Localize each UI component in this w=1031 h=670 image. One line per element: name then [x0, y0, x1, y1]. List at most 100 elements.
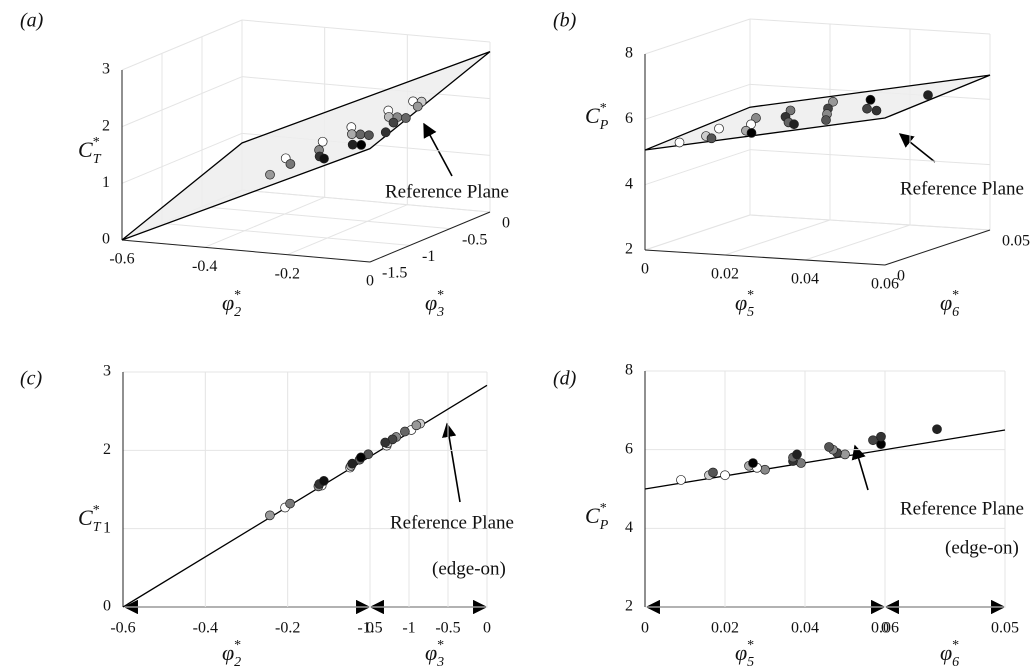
data-point: [785, 105, 796, 116]
data-point: [355, 129, 366, 140]
reference-line: [122, 384, 488, 608]
annotation: Reference Plane: [385, 181, 509, 202]
y-tick-label: 0: [881, 620, 889, 637]
data-point: [751, 113, 761, 123]
x-tick-label: 0.04: [791, 620, 819, 637]
x-axis-label-sub: 5: [747, 655, 754, 670]
z-axis-label-sub: P: [599, 518, 609, 533]
x-tick-label: -0.6: [109, 251, 134, 268]
data-point: [674, 137, 685, 148]
grid-line: [161, 222, 411, 246]
y-axis-label-base: φ: [425, 290, 437, 315]
x-axis: [121, 239, 371, 263]
panel-label: (c): [20, 368, 43, 390]
y-axis-label-sup: *: [952, 288, 959, 303]
z-axis-label: C* T: [78, 135, 102, 167]
data-point: [401, 113, 411, 123]
data-point: [380, 437, 391, 448]
x-tick-label: -0.4: [193, 620, 218, 637]
grid-line: [121, 132, 243, 184]
y-axis-label-sup: *: [437, 288, 444, 303]
grid-line: [241, 76, 491, 100]
annotation: Reference Plane: [390, 512, 514, 533]
data-point: [871, 105, 882, 116]
data-point: [356, 452, 366, 463]
y-axis-label-sub: 3: [436, 655, 444, 670]
x-axis-label-base: φ: [735, 640, 747, 665]
x-axis-label-sup: *: [747, 638, 754, 653]
z-tick-label: 2: [103, 441, 111, 458]
annotation-arrow: [423, 122, 453, 177]
data-point: [388, 117, 399, 128]
x-tick-label: 0: [641, 620, 649, 637]
annotation-arrow: [898, 133, 936, 163]
grid-line: [749, 18, 991, 35]
data-point: [285, 498, 295, 509]
data-point: [821, 115, 831, 125]
x-tick-label: 0.04: [791, 271, 819, 288]
data-point: [792, 449, 802, 460]
y-tick-label: 0: [897, 268, 905, 285]
x-axis-label-sub: 2: [234, 655, 241, 670]
y-axis-label-sub: 6: [952, 305, 959, 320]
z-axis-label-base: C: [585, 103, 600, 128]
x-tick-label: 0.06: [871, 276, 899, 293]
grid-line: [749, 214, 991, 231]
y-tick-label: -1.5: [382, 265, 407, 282]
panel-label: (b): [553, 10, 577, 32]
y-axis-label-sub: 3: [436, 305, 444, 320]
x-tick-label: 0.06: [871, 620, 899, 637]
x-axis-label-sub: 5: [747, 305, 754, 320]
grid-line: [241, 19, 491, 43]
x-axis: [644, 249, 886, 266]
y-axis-label-base: φ: [940, 290, 952, 315]
x-axis-label: φ* 2: [222, 288, 241, 320]
data-point: [796, 458, 806, 468]
x-tick-label: 0.02: [711, 620, 739, 637]
data-point: [317, 136, 328, 147]
z-tick-label: 0: [103, 598, 111, 615]
data-point: [828, 96, 838, 107]
grid-line: [644, 214, 751, 251]
z-tick-label: 8: [625, 362, 633, 379]
data-point: [706, 133, 717, 144]
data-point: [356, 140, 367, 150]
data-point: [319, 153, 329, 164]
y-axis-label: φ* 3: [425, 638, 444, 670]
z-tick-label: 8: [625, 45, 633, 62]
x-tick-label: 0.02: [711, 266, 739, 283]
data-point: [400, 426, 410, 437]
z-axis-label-sup: *: [600, 501, 607, 516]
y-axis-label: φ* 3: [425, 288, 444, 320]
y-tick-label: -0.5: [435, 620, 460, 637]
data-point: [265, 169, 275, 180]
annotation: Reference Plane: [900, 178, 1024, 199]
data-point: [676, 475, 686, 485]
x-axis-label-sub: 2: [234, 305, 241, 320]
panel-label: (d): [553, 368, 577, 390]
z-tick-label: 6: [625, 440, 633, 457]
data-point: [865, 94, 876, 105]
z-tick-label: 2: [625, 598, 633, 615]
x-axis-label: φ* 5: [735, 638, 754, 670]
y-tick-label: -1.5: [357, 620, 382, 637]
data-point: [364, 130, 374, 141]
data-point: [932, 424, 942, 435]
data-point: [265, 510, 275, 521]
x-axis-label-base: φ: [222, 640, 234, 665]
data-point: [708, 467, 718, 478]
z-tick-label: 1: [102, 174, 110, 191]
grid-line: [644, 149, 751, 186]
x-axis-label-sup: *: [234, 288, 241, 303]
z-axis-label-sup: *: [600, 101, 607, 116]
data-point: [285, 159, 296, 169]
z-axis-label-sub: T: [93, 520, 102, 535]
data-point: [760, 464, 770, 475]
y-axis: [369, 211, 491, 263]
x-axis-label-base: φ: [222, 290, 234, 315]
data-point: [319, 476, 329, 486]
y-axis-label-base: φ: [940, 640, 952, 665]
reference-plane: [644, 74, 991, 151]
